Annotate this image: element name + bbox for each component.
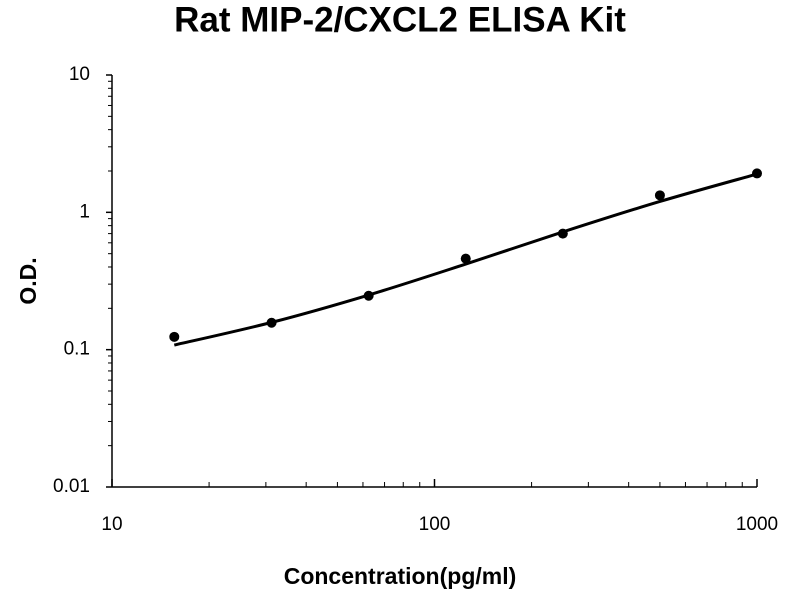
- y-tick-label: 0.01: [53, 476, 90, 497]
- data-point: [169, 331, 180, 342]
- y-axis-label: O.D.: [15, 257, 41, 304]
- y-tick-label: 0.1: [64, 339, 90, 360]
- y-tick-label: 10: [69, 64, 90, 85]
- x-axis-label: Concentration(pg/ml): [284, 563, 517, 589]
- x-tick-label: 100: [419, 514, 451, 535]
- x-tick-label: 10: [101, 514, 122, 535]
- x-tick-label: 1000: [736, 514, 778, 535]
- data-point: [752, 168, 762, 179]
- y-tick-label: 1: [79, 201, 90, 222]
- data-point: [460, 253, 471, 264]
- chart-title: Rat MIP-2/CXCL2 ELISA Kit: [174, 0, 626, 39]
- data-point: [654, 190, 665, 201]
- fit-curve: [173, 172, 758, 347]
